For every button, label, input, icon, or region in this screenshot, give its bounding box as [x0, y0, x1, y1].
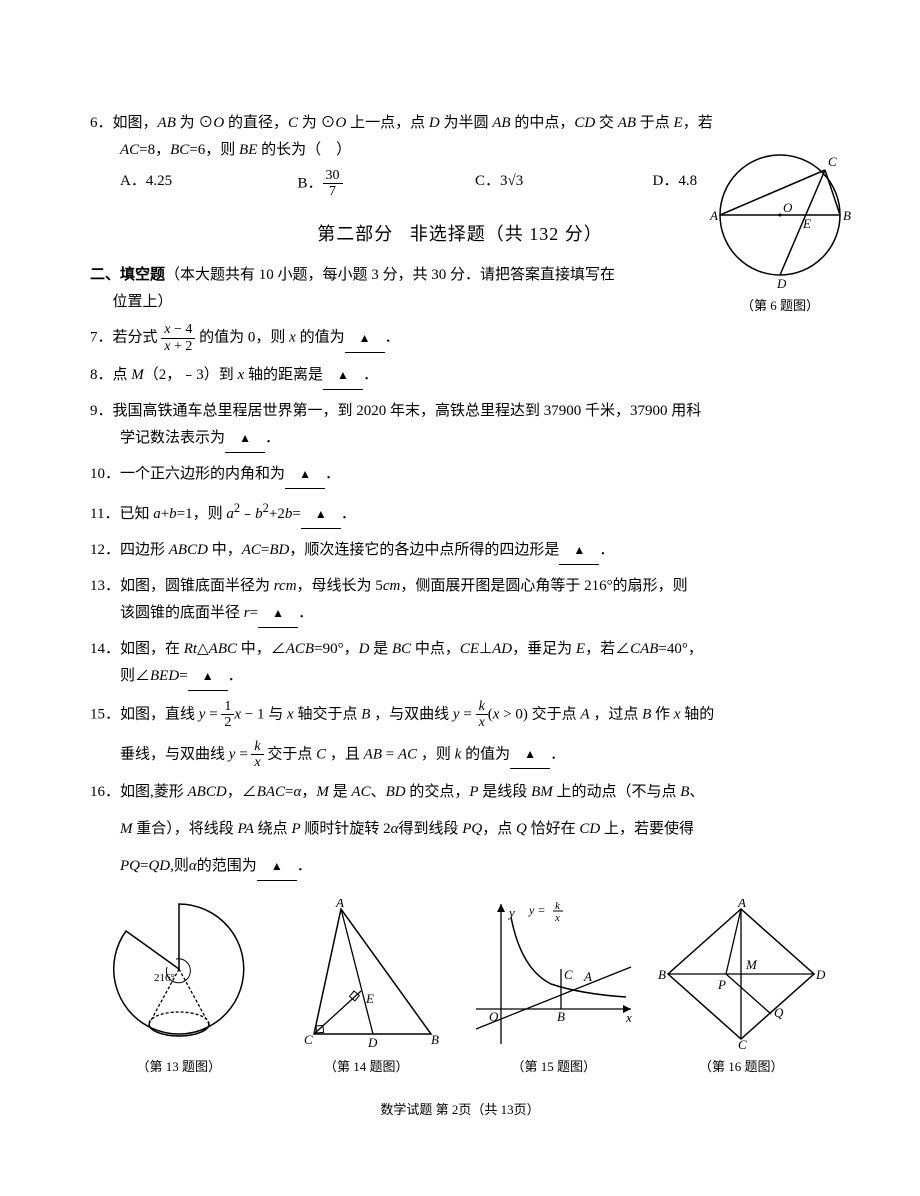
- q12-blank: [559, 537, 599, 565]
- svg-text:O: O: [489, 1009, 499, 1024]
- q14-line1: 14．如图，在 Rt△ABC 中，∠ACB=90°，D 是 BC 中点，CE⊥A…: [90, 636, 830, 663]
- q15-line1: 15．如图，直线 y = 12x − 1 与 x 轴交于点 B ，与双曲线 y …: [90, 699, 830, 731]
- svg-text:D: D: [367, 1035, 378, 1049]
- svg-text:A: A: [583, 969, 592, 984]
- page-footer: 数学试题 第 2页（共 13页）: [90, 1098, 830, 1121]
- q6-opt-b: B．307: [298, 168, 476, 200]
- q9-line1: 9．我国高铁通车总里程居世界第一，到 2020 年末，高铁总里程达到 37900…: [90, 398, 830, 425]
- q16-line2: M 重合），将线段 PA 绕点 P 顺时针旋转 2α得到线段 PQ，点 Q 恰好…: [90, 816, 830, 843]
- figure-15-caption: （第 15 题图）: [465, 1055, 643, 1078]
- q11-blank: [301, 501, 341, 529]
- svg-text:216°: 216°: [154, 972, 175, 984]
- svg-text:B: B: [843, 208, 851, 223]
- question-9: 9．我国高铁通车总里程居世界第一，到 2020 年末，高铁总里程达到 37900…: [90, 398, 830, 453]
- svg-text:D: D: [776, 276, 787, 290]
- question-14: 14．如图，在 Rt△ABC 中，∠ACB=90°，D 是 BC 中点，CE⊥A…: [90, 636, 830, 691]
- question-15: 15．如图，直线 y = 12x − 1 与 x 轴交于点 B ，与双曲线 y …: [90, 699, 830, 771]
- svg-text:B: B: [557, 1009, 565, 1024]
- q6-opt-a: A．4.25: [120, 168, 298, 200]
- svg-text:A: A: [335, 899, 344, 910]
- question-12: 12．四边形 ABCD 中，AC=BD，顺次连接它的各边中点所得的四边形是．: [90, 537, 830, 565]
- svg-text:C: C: [828, 154, 837, 169]
- question-13: 13．如图，圆锥底面半径为 rcm，母线长为 5cm，侧面展开图是圆心角等于 2…: [90, 573, 830, 628]
- q15-blank: [510, 741, 550, 769]
- figure-16-caption: （第 16 题图）: [653, 1055, 831, 1078]
- q16-line3: PQ=QD,则α的范围为．: [90, 853, 830, 881]
- question-7: 7．若分式 x − 4 x + 2 的值为 0，则 x 的值为．: [90, 322, 830, 354]
- q6-line1: 6．如图，AB 为 ⊙O 的直径，C 为 ⊙O 上一点，点 D 为半圆 AB 的…: [90, 110, 830, 137]
- q7-blank: [345, 325, 385, 353]
- q14-blank: [188, 663, 228, 691]
- q16-blank: [257, 853, 297, 881]
- svg-text:A: A: [709, 208, 718, 223]
- svg-text:P: P: [717, 977, 726, 992]
- figure-16: A B C D M P Q （第 16 题图）: [653, 899, 831, 1078]
- rhombus-diagram: A B C D M P Q: [656, 899, 826, 1049]
- svg-text:E: E: [365, 991, 374, 1006]
- figure-14-caption: （第 14 题图）: [278, 1055, 456, 1078]
- svg-text:O: O: [783, 200, 793, 215]
- hyperbola-diagram: O y y = k x x B A C: [471, 899, 636, 1049]
- q8-blank: [323, 362, 363, 390]
- svg-text:k: k: [555, 900, 561, 912]
- q7-fraction: x − 4 x + 2: [161, 322, 195, 354]
- svg-text:Q: Q: [774, 1005, 784, 1020]
- figures-row: 216° （第 13 题图） A C B D E （第 14 题图）: [90, 899, 830, 1078]
- svg-text:x: x: [625, 1010, 632, 1025]
- q13-line1: 13．如图，圆锥底面半径为 rcm，母线长为 5cm，侧面展开图是圆心角等于 2…: [90, 573, 830, 600]
- figure-13-caption: （第 13 题图）: [90, 1055, 268, 1078]
- q10-blank: [285, 461, 325, 489]
- figure-14: A C B D E （第 14 题图）: [278, 899, 456, 1078]
- svg-text:B: B: [658, 967, 666, 982]
- question-16: 16．如图,菱形 ABCD，∠BAC=α，M 是 AC、BD 的交点，P 是线段…: [90, 779, 830, 881]
- svg-text:C: C: [564, 967, 573, 982]
- question-10: 10．一个正六边形的内角和为．: [90, 461, 830, 489]
- q15-line2: 垂线，与双曲线 y = kx 交于点 C ，且 AB = AC ，则 k 的值为…: [90, 739, 830, 771]
- q13-blank: [258, 600, 298, 628]
- svg-text:E: E: [802, 216, 811, 231]
- q9-line2: 学记数法表示为．: [90, 425, 830, 453]
- svg-text:B: B: [431, 1032, 439, 1047]
- svg-text:y: y: [507, 905, 515, 920]
- cone-sector-diagram: 216°: [104, 899, 254, 1049]
- q9-blank: [225, 425, 265, 453]
- figure-13: 216° （第 13 题图）: [90, 899, 268, 1078]
- q16-line1: 16．如图,菱形 ABCD，∠BAC=α，M 是 AC、BD 的交点，P 是线段…: [90, 779, 830, 806]
- q6-caption: （第 6 题图）: [700, 294, 860, 317]
- triangle-diagram: A C B D E: [286, 899, 446, 1049]
- figure-q6: A B C D O E （第 6 题图）: [700, 140, 860, 317]
- question-8: 8．点 M（2，﹣3）到 x 轴的距离是．: [90, 362, 830, 390]
- svg-text:M: M: [745, 957, 758, 972]
- svg-text:D: D: [815, 967, 826, 982]
- q13-line2: 该圆锥的底面半径 r=．: [90, 600, 830, 628]
- q6-circle-diagram: A B C D O E: [705, 140, 855, 290]
- q14-line2: 则∠BED=．: [90, 663, 830, 691]
- svg-text:A: A: [737, 899, 746, 910]
- q6-opt-c: C．3√3: [475, 168, 653, 200]
- svg-text:C: C: [738, 1037, 747, 1049]
- figure-15: O y y = k x x B A C （第 15 题图）: [465, 899, 643, 1078]
- svg-text:x: x: [554, 912, 560, 924]
- svg-text:y =: y =: [528, 903, 545, 917]
- question-11: 11．已知 a+b=1，则 a2﹣b2+2b=．: [90, 497, 830, 529]
- svg-text:C: C: [304, 1032, 313, 1047]
